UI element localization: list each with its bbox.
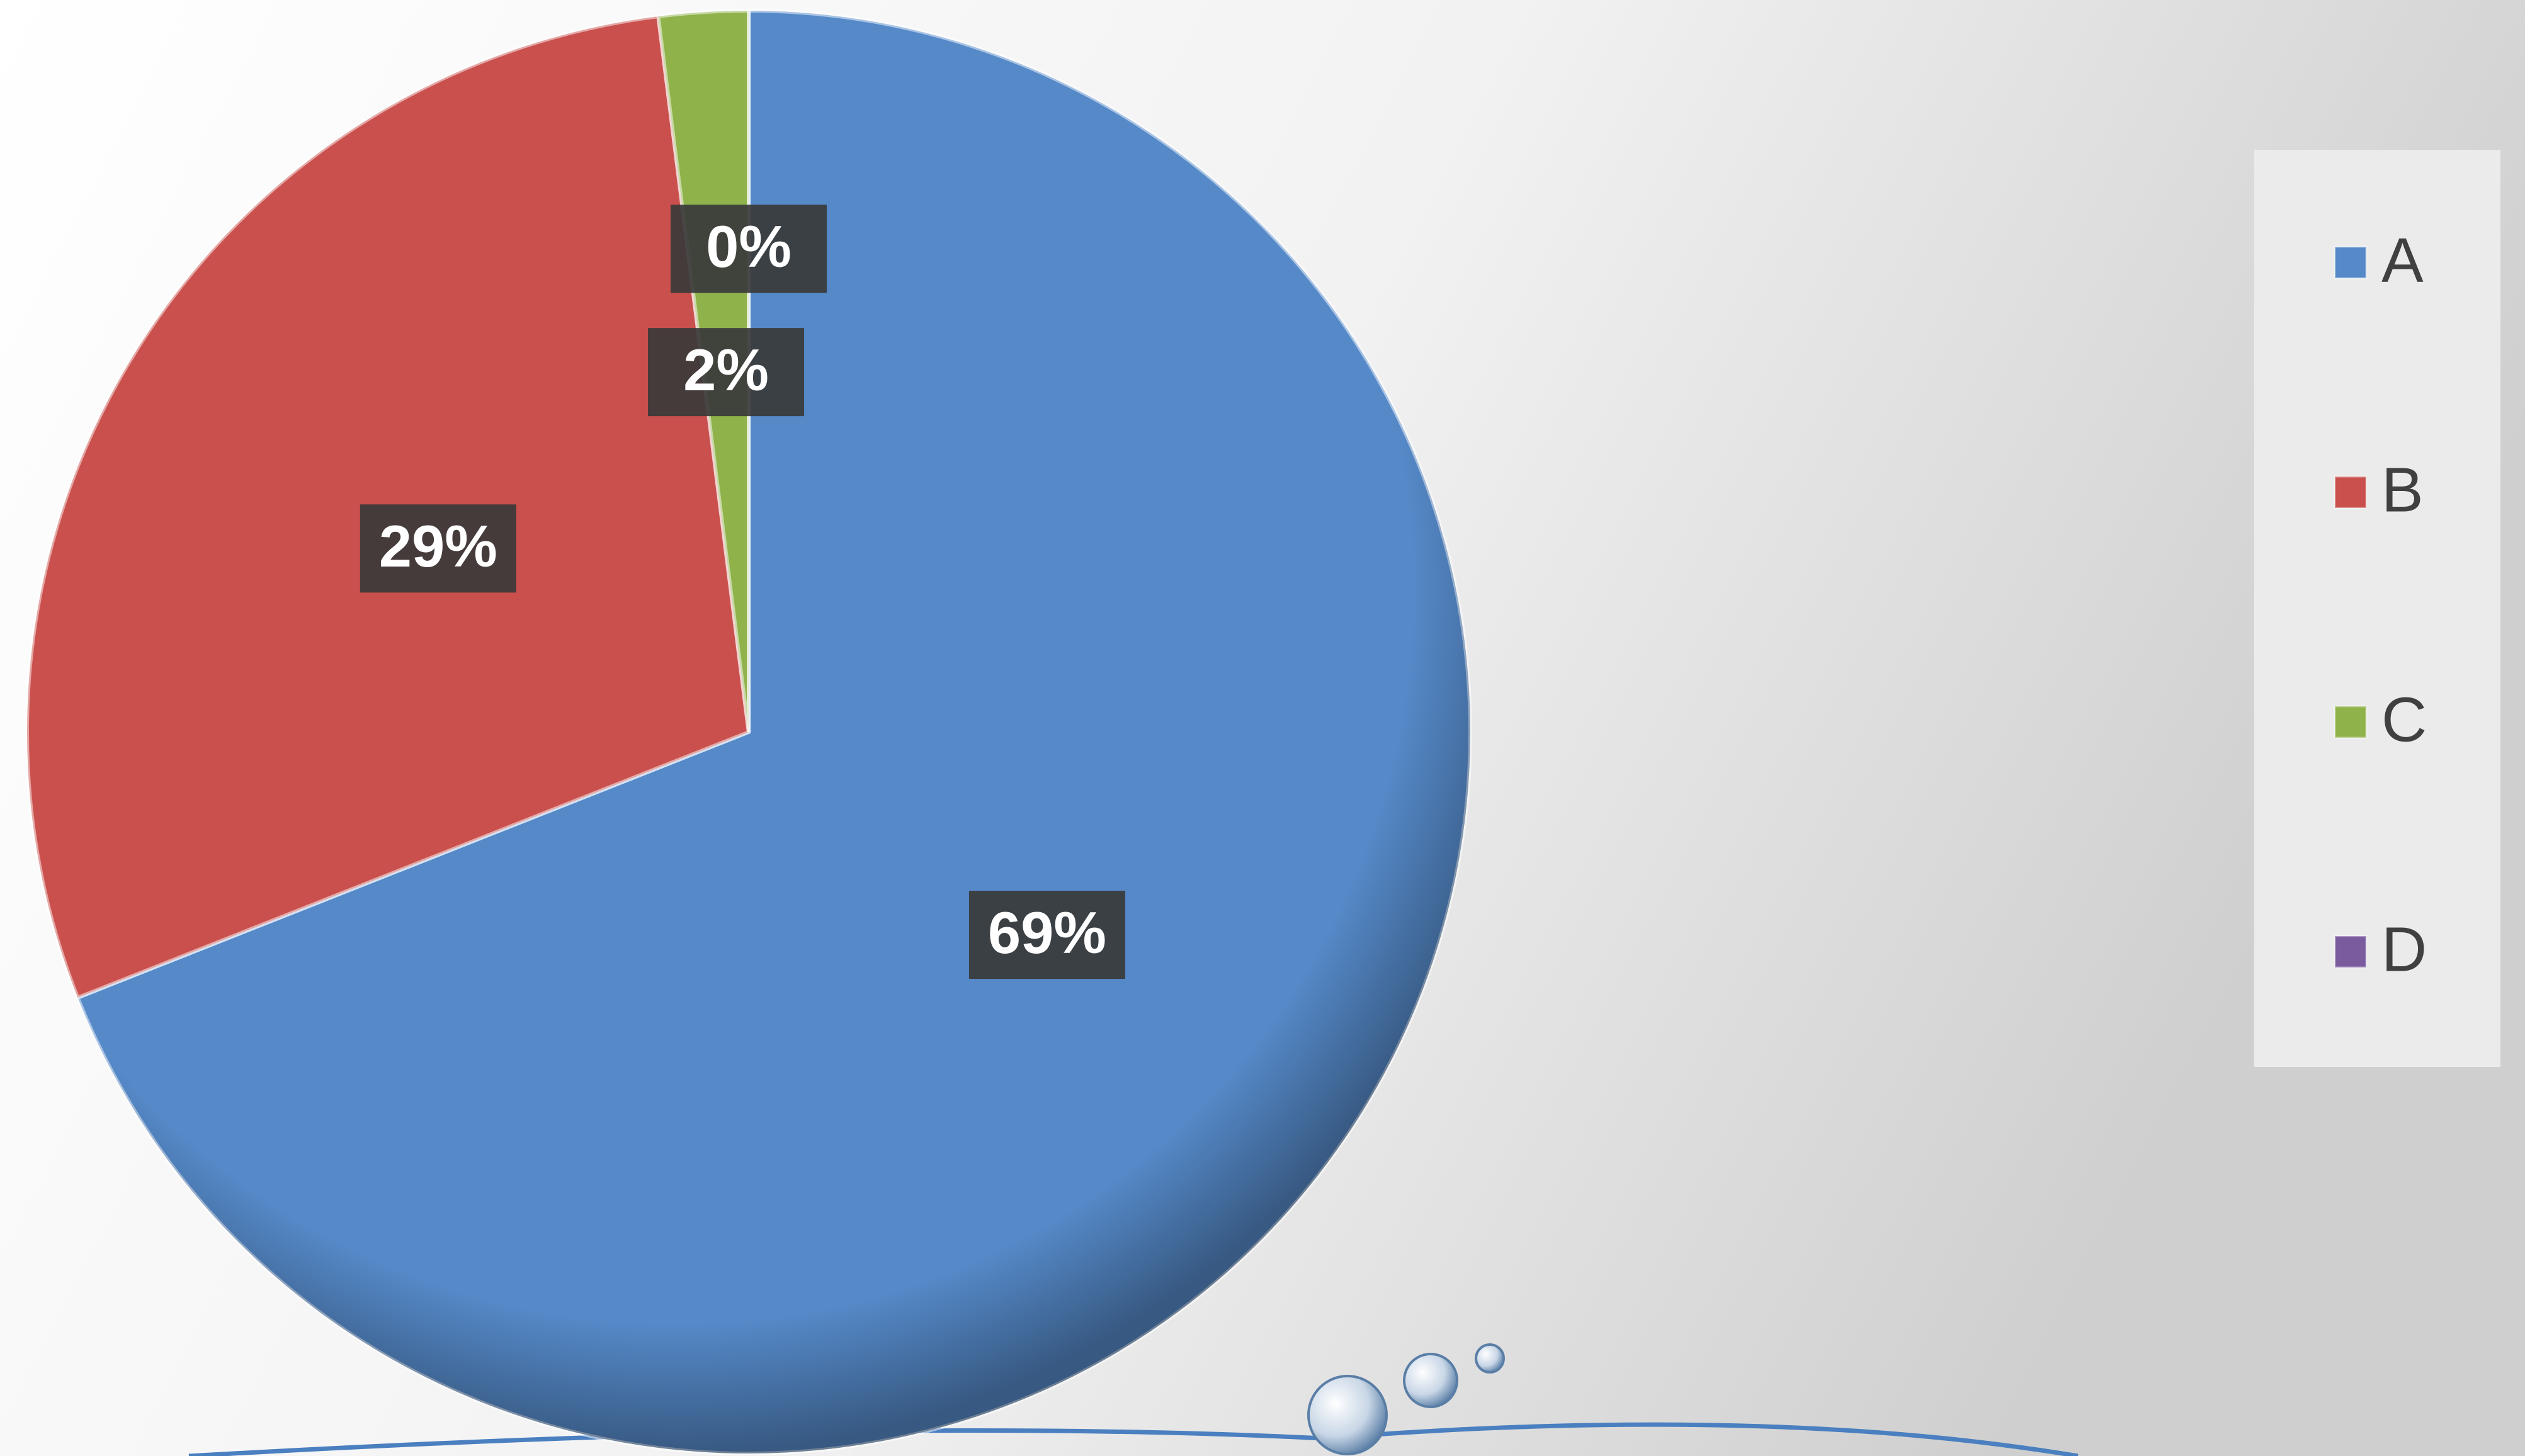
data-label-box	[360, 504, 516, 593]
bubble	[1475, 1343, 1505, 1374]
legend-label: B	[2381, 454, 2424, 525]
legend-marker	[2334, 245, 2368, 279]
data-label: 2%	[683, 337, 769, 403]
data-label: 69%	[988, 900, 1106, 966]
pie: 69% 29% 2% 0%	[25, 8, 1472, 1455]
data-label: 0%	[706, 213, 792, 279]
legend-label: A	[2381, 225, 2424, 295]
legend-marker	[2334, 705, 2368, 739]
bubble	[1403, 1353, 1458, 1408]
data-label-box	[968, 891, 1125, 979]
legend-box	[2254, 150, 2500, 1067]
data-label-box	[648, 328, 805, 417]
bubble	[1307, 1375, 1388, 1455]
data-label: 29%	[379, 513, 497, 579]
legend-marker	[2334, 935, 2368, 969]
pie-shade	[27, 11, 1470, 1453]
legend-label: D	[2381, 914, 2427, 985]
legend-label: C	[2381, 684, 2427, 755]
legend-marker	[2334, 475, 2368, 509]
wave	[188, 1422, 2079, 1456]
data-label-box	[671, 205, 827, 293]
legend: A B C D	[2334, 225, 2427, 985]
